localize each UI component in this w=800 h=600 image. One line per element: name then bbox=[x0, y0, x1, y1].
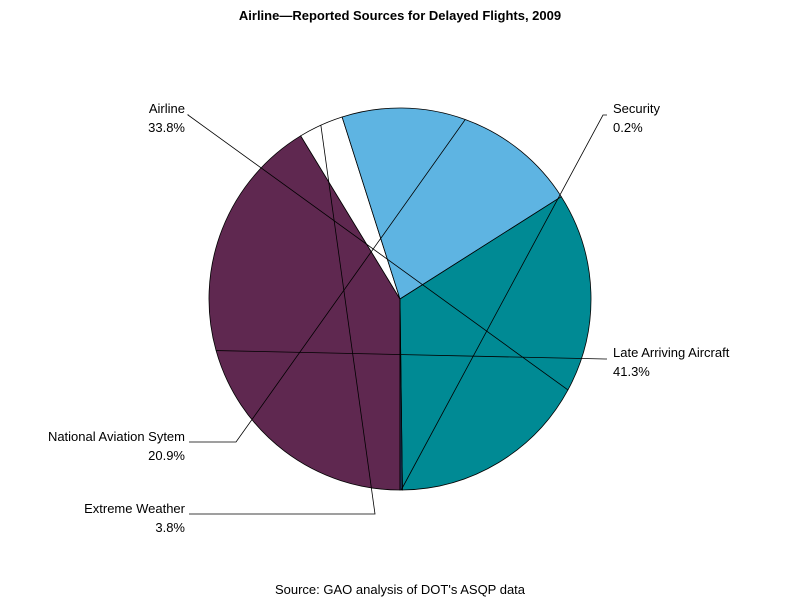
slice-label-security: Security bbox=[613, 101, 660, 116]
slice-label-airline: Airline bbox=[149, 101, 185, 116]
leader-line-extreme-weather bbox=[189, 125, 376, 515]
leader-line-airline bbox=[186, 114, 569, 391]
pie-slices bbox=[208, 107, 592, 491]
slice-label-national-aviation-sytem: National Aviation Sytem bbox=[48, 429, 185, 444]
leader-line-national-aviation-sytem bbox=[189, 119, 466, 443]
leader-line-security bbox=[400, 114, 607, 491]
pie-slice-national-aviation-sytem bbox=[341, 107, 562, 300]
slice-value-national-aviation-sytem: 20.9% bbox=[148, 448, 185, 463]
chart-footnote: Source: GAO analysis of DOT's ASQP data bbox=[275, 582, 526, 597]
slice-labels: Late Arriving Aircraft 41.3% Extreme Weath… bbox=[48, 101, 730, 535]
chart-title: Airline—Reported Sources for Delayed Fli… bbox=[239, 8, 561, 23]
slice-value-extreme-weather: 3.8% bbox=[155, 520, 185, 535]
slice-label-late-arriving-aircraft: Late Arriving Aircraft bbox=[613, 345, 730, 360]
slice-label-extreme-weather: Extreme Weather bbox=[84, 501, 186, 516]
slice-value-airline: 33.8% bbox=[148, 120, 185, 135]
slice-value-late-arriving-aircraft: 41.3% bbox=[613, 364, 650, 379]
leader-line-late-arriving-aircraft bbox=[216, 350, 607, 360]
slice-value-security: 0.2% bbox=[613, 120, 643, 135]
pie-slice-late-arriving-aircraft bbox=[208, 135, 401, 491]
